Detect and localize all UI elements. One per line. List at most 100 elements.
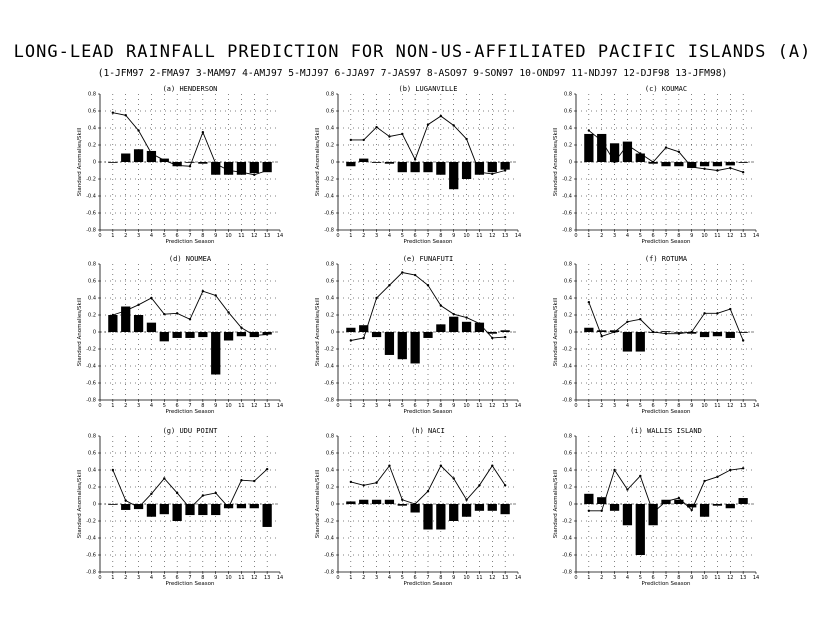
y-tick-label: 0.8 [88,262,96,268]
x-tick-label: 8 [201,233,204,239]
x-tick-label: 7 [426,233,429,239]
panel-title: (g) UDU POINT [163,427,219,435]
skill-point [163,159,166,162]
bar [346,327,356,332]
x-tick-label: 1 [111,575,114,581]
x-tick-label: 12 [489,403,495,409]
x-tick-label: 11 [476,233,482,239]
x-tick-label: 8 [677,233,680,239]
bar [674,162,684,167]
chart-panel-2: 0 1 2 3 4 5 6 7 8 9 10 11 12 13 14-0.8-0.6-0.4-0.200.2… [315,85,521,245]
skill-point [677,332,681,335]
bar [121,306,131,332]
bar [133,149,144,162]
y-tick-label: -0.2 [324,519,334,525]
x-tick-label: 12 [727,575,733,581]
skill-point [703,312,706,315]
bar [172,504,182,521]
x-tick-label: 8 [439,575,442,581]
bar [738,332,748,333]
bar [172,162,182,167]
skill-line [112,468,268,509]
bar [674,499,684,504]
x-axis-label: Prediction Season [403,581,453,587]
x-tick-label: 5 [401,403,404,409]
x-tick-label: 14 [515,403,521,409]
y-tick-label: -0.4 [324,364,334,370]
skill-point [227,311,230,314]
skill-point [349,339,353,342]
x-tick-label: 9 [214,403,217,409]
bar [249,162,259,174]
x-tick-label: 13 [740,403,746,409]
chart-panel-8: 0 1 2 3 4 5 6 7 8 9 10 11 12 13 14-0.8-0.6-0.4-0.200.2… [315,427,521,587]
bar [211,504,221,516]
y-tick-label: 0.2 [88,485,96,491]
y-tick-label: 0.8 [564,434,572,440]
skill-point [503,335,507,339]
y-tick-label: 0 [331,502,334,508]
x-tick-label: 12 [489,233,495,239]
skill-point [150,296,153,300]
y-tick-label: -0.2 [86,177,96,183]
skill-point [587,129,591,132]
bar [597,133,607,162]
x-tick-label: 4 [388,575,391,581]
skill-point [587,509,591,512]
bar [500,330,510,332]
y-tick-label: 0.2 [88,313,96,319]
y-tick-label: -0.2 [324,347,334,353]
bar [371,499,382,504]
skill-point [111,111,115,114]
x-tick-label: 1 [587,233,590,239]
skill-point [626,143,629,147]
x-axis-label: Prediction Season [641,581,691,587]
skill-point [111,468,115,472]
skill-point [265,333,269,336]
x-tick-label: 7 [188,233,191,239]
bar [371,162,382,163]
bar [738,162,748,163]
bar [384,332,395,355]
y-tick-label: -0.8 [324,398,334,404]
season-key: (1-JFM97 2-FMA97 3-MAM97 4-AMJ97 5-MJJ97… [97,68,728,79]
skill-point [716,312,719,315]
x-tick-label: 13 [264,575,270,581]
x-tick-label: 7 [664,403,667,409]
x-tick-label: 12 [251,233,257,239]
x-tick-label: 13 [502,403,508,409]
y-tick-label: 0.8 [564,92,572,98]
y-tick-label: -0.6 [324,381,334,387]
x-tick-label: 11 [714,233,720,239]
bar [384,499,395,504]
skill-point [163,312,166,316]
skill-point [413,502,417,506]
skill-point [741,171,745,174]
skill-point [163,477,166,480]
x-tick-label: 10 [701,403,707,409]
skill-point [491,172,494,176]
x-tick-label: 11 [238,233,244,239]
y-tick-label: -0.8 [86,570,96,576]
x-tick-label: 4 [388,403,391,409]
skill-point [690,330,693,334]
y-tick-label: 0.6 [564,451,572,457]
y-tick-label: -0.6 [86,211,96,217]
bar [172,332,182,338]
skill-point [375,481,378,484]
skill-point [401,132,404,136]
y-tick-label: -0.8 [324,228,334,234]
x-tick-label: 10 [225,233,231,239]
skill-point [690,508,693,512]
main-title: LONG-LEAD RAINFALL PREDICTION FOR NON-US… [13,42,812,62]
skill-point [362,484,365,487]
bar [108,504,118,505]
x-tick-label: 7 [188,575,191,581]
x-tick-label: 4 [150,233,153,239]
skill-point [111,313,115,317]
skill-point [639,318,642,321]
y-tick-label: 0.4 [564,126,572,132]
x-tick-label: 9 [214,233,217,239]
bar [223,504,234,509]
x-tick-label: 12 [251,403,257,409]
